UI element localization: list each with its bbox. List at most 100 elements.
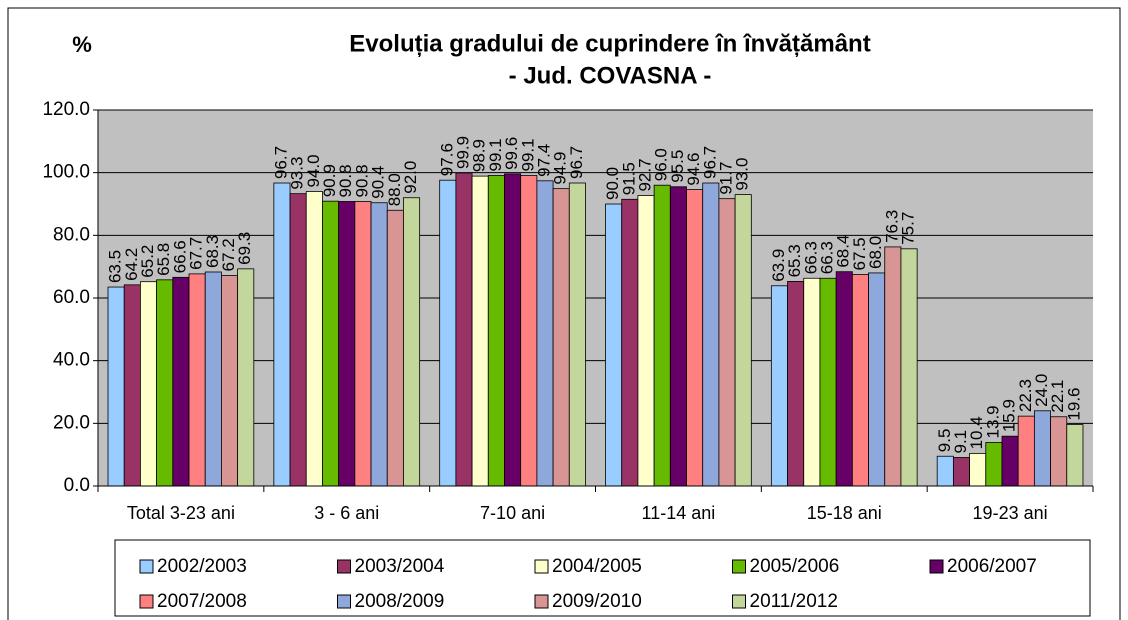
bar <box>734 194 752 487</box>
bar <box>868 272 886 487</box>
bar <box>403 197 421 487</box>
value-label: 75.7 <box>899 212 918 245</box>
bar <box>1066 424 1084 487</box>
x-tick-label: 7-10 ani <box>480 503 545 523</box>
legend-swatch <box>534 594 549 609</box>
y-tick-label: 20.0 <box>53 412 90 433</box>
value-label: 93.3 <box>288 157 307 190</box>
bar <box>851 274 869 487</box>
legend-swatch <box>337 594 351 609</box>
legend-label: 2003/2004 <box>355 556 445 577</box>
value-label: 9.1 <box>951 430 970 454</box>
bar <box>936 455 954 487</box>
value-label: 99.1 <box>518 138 537 171</box>
value-label: 65.2 <box>138 245 157 278</box>
legend-label: 2009/2010 <box>552 591 642 612</box>
value-label: 67.5 <box>850 237 869 270</box>
legend-swatch <box>337 559 351 574</box>
value-label: 22.1 <box>1048 380 1067 413</box>
bar <box>338 201 356 487</box>
bar <box>952 457 970 487</box>
legend-label: 2008/2009 <box>355 591 445 612</box>
legend-label: 2006/2007 <box>947 556 1037 577</box>
bar <box>835 271 853 487</box>
bar <box>520 175 538 487</box>
bar <box>188 273 206 487</box>
x-tick-label: 19-23 ani <box>973 503 1048 523</box>
value-label: 63.5 <box>106 250 125 283</box>
value-label: 97.6 <box>437 143 456 176</box>
bar <box>305 191 323 487</box>
value-label: 95.5 <box>668 150 687 183</box>
bar <box>637 195 655 487</box>
bar <box>803 277 821 487</box>
bar <box>204 271 222 487</box>
legend-swatch <box>732 559 746 574</box>
value-label: 66.6 <box>170 240 189 273</box>
value-label: 99.6 <box>502 137 521 170</box>
value-label: 92.0 <box>401 161 420 194</box>
bar <box>221 275 239 487</box>
value-label: 98.9 <box>470 139 489 172</box>
bar <box>370 202 388 487</box>
bar <box>536 180 554 487</box>
x-tick-label: 3 - 6 ani <box>314 503 379 523</box>
value-label: 90.4 <box>369 166 388 199</box>
y-tick-label: 100.0 <box>42 162 90 183</box>
bar <box>669 186 687 487</box>
bar <box>686 189 704 487</box>
y-tick-label: 0.0 <box>64 475 90 496</box>
y-tick-label: 60.0 <box>53 287 90 308</box>
bar <box>900 248 918 487</box>
bar <box>504 173 522 487</box>
value-label: 68.4 <box>834 235 853 268</box>
value-label: 96.7 <box>700 146 719 179</box>
legend-swatch <box>139 559 154 574</box>
value-label: 90.8 <box>336 164 355 197</box>
bar <box>770 285 788 487</box>
bar <box>289 193 307 487</box>
x-tick-label: 15-18 ani <box>807 503 882 523</box>
value-label: 64.2 <box>122 248 141 281</box>
y-tick-label: 40.0 <box>53 350 90 371</box>
value-label: 94.6 <box>684 152 703 185</box>
bar <box>884 246 902 487</box>
value-label: 76.3 <box>882 210 901 243</box>
legend-swatch <box>732 594 746 609</box>
legend-swatch <box>929 559 944 574</box>
value-label: 88.0 <box>385 173 404 206</box>
bar <box>969 453 987 487</box>
bar <box>455 172 473 487</box>
bar <box>605 203 623 487</box>
value-label: 22.3 <box>1016 379 1035 412</box>
value-label: 94.0 <box>304 154 323 187</box>
x-tick-label: 11-14 ani <box>642 503 716 523</box>
bar <box>123 284 141 487</box>
bar <box>702 182 720 487</box>
value-label: 90.9 <box>320 164 339 197</box>
value-label: 19.6 <box>1064 387 1083 420</box>
y-tick-label: 80.0 <box>53 224 90 245</box>
legend-box <box>114 539 1091 617</box>
value-label: 68.0 <box>866 236 885 269</box>
value-label: 91.7 <box>717 162 736 195</box>
bar <box>386 209 404 487</box>
bar <box>819 277 837 487</box>
value-label: 65.8 <box>154 243 173 276</box>
bar <box>172 276 190 487</box>
value-label: 93.0 <box>733 158 752 191</box>
value-label: 96.7 <box>567 146 586 179</box>
bar <box>985 442 1003 487</box>
value-label: 63.9 <box>769 249 788 282</box>
legend-label: 2007/2008 <box>157 591 247 612</box>
value-label: 99.1 <box>486 138 505 171</box>
legend-swatch <box>534 559 549 574</box>
legend-label: 2005/2006 <box>750 556 840 577</box>
value-label: 92.7 <box>636 158 655 191</box>
value-label: 15.9 <box>1000 399 1019 432</box>
bar <box>487 175 505 487</box>
legend-label: 2004/2005 <box>552 556 642 577</box>
value-label: 13.9 <box>983 405 1002 438</box>
legend-label: 2002/2003 <box>157 556 247 577</box>
